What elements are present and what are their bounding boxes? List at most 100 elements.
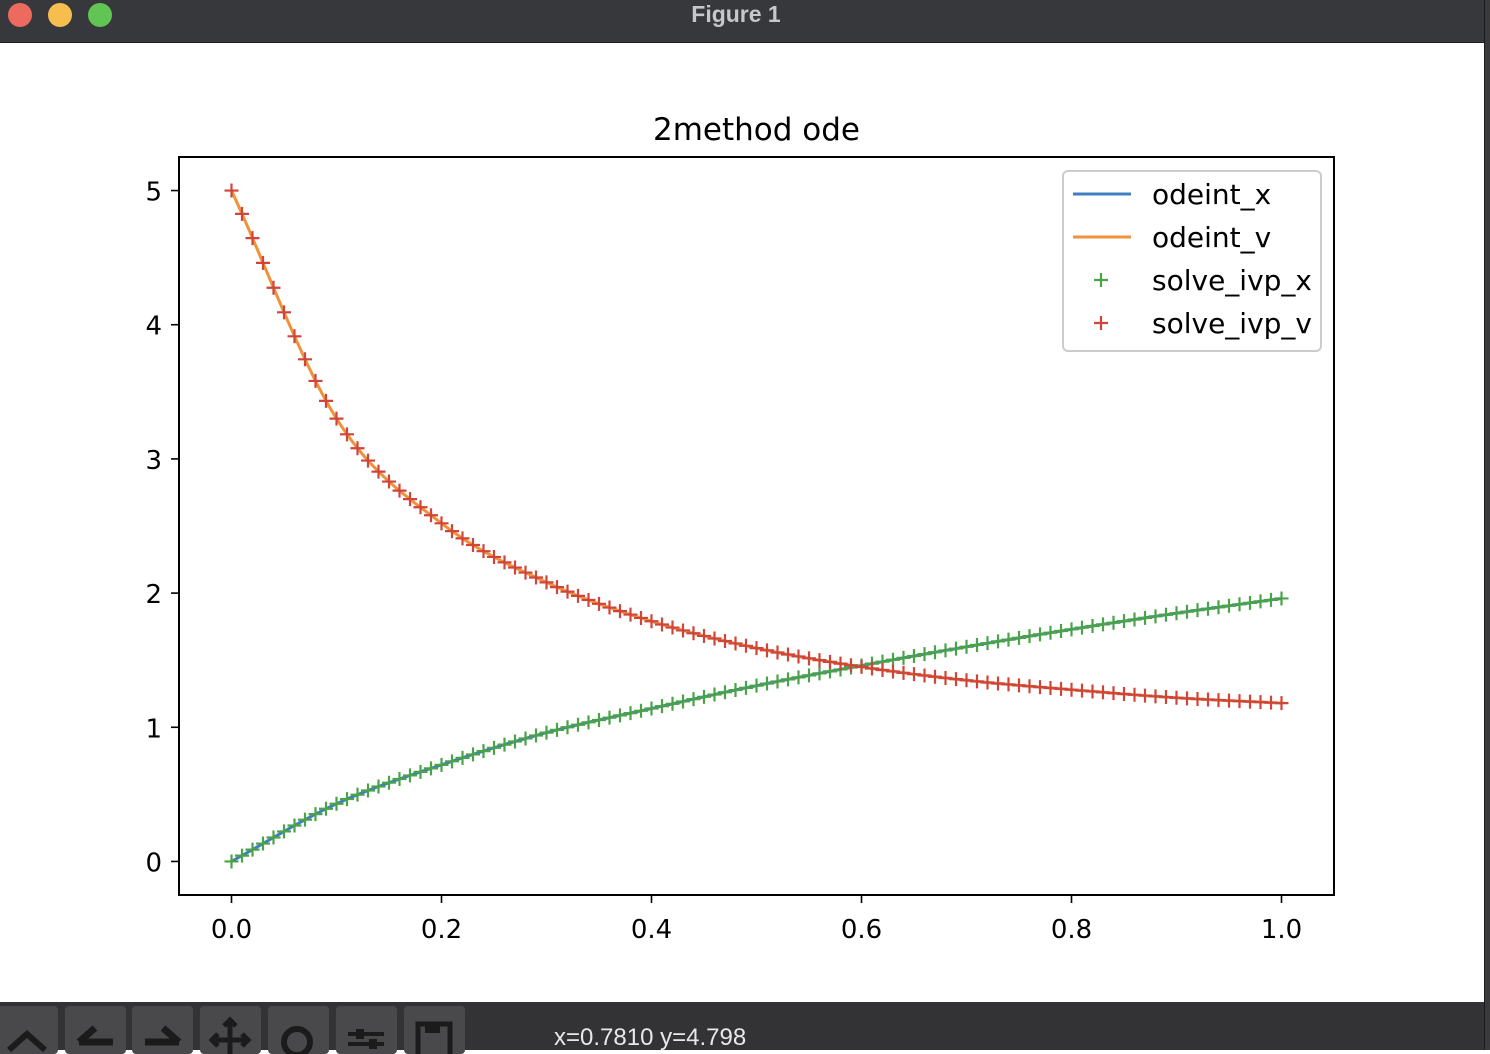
marker-point (445, 524, 459, 539)
marker-point (1085, 618, 1100, 633)
marker-point (350, 441, 365, 456)
marker-point (1064, 622, 1079, 637)
marker-point (1043, 625, 1058, 640)
marker-point (487, 740, 501, 755)
marker-point (245, 842, 260, 857)
marker-point (256, 255, 270, 270)
cursor-coordinates-status: x=0.7810 y=4.798 (554, 1024, 747, 1051)
marker-point (329, 796, 344, 811)
marker-point (1274, 696, 1289, 711)
marker-point (1148, 609, 1163, 624)
marker-point (1201, 601, 1215, 616)
legend-label: solve_ivp_x (1152, 264, 1312, 297)
marker-point (497, 555, 512, 570)
marker-point (844, 658, 858, 673)
marker-point (938, 643, 953, 658)
legend-marker-solve_ivp_x (1094, 273, 1108, 287)
marker-point (938, 670, 953, 685)
marker-point (571, 588, 585, 603)
marker-point (1022, 629, 1037, 644)
marker-point (665, 620, 680, 635)
y-tick-label: 4 (145, 312, 162, 342)
marker-point (749, 678, 764, 693)
zoom-magnifier-icon (281, 1026, 313, 1054)
y-tick-label: 2 (145, 580, 162, 610)
legend-box (1062, 170, 1322, 352)
marker-point (287, 818, 302, 833)
navigation-toolbar (0, 1002, 1484, 1054)
series-markers-solve_ivp_v (224, 183, 1289, 711)
marker-point (476, 544, 491, 559)
marker-point (634, 703, 648, 718)
close-window-button[interactable] (8, 3, 32, 27)
marker-point (403, 768, 417, 783)
marker-point (917, 647, 932, 662)
marker-point (854, 659, 869, 674)
zoom-button[interactable] (268, 1006, 329, 1054)
forward-button[interactable] (132, 1006, 193, 1054)
marker-point (424, 761, 438, 776)
marker-point (266, 280, 281, 295)
marker-point (245, 231, 260, 246)
marker-point (476, 744, 491, 759)
pan-button[interactable] (200, 1006, 261, 1054)
marker-point (718, 685, 732, 700)
marker-point (980, 636, 995, 651)
marker-point (634, 610, 648, 625)
marker-point (392, 483, 407, 498)
save-floppy-icon (415, 1021, 453, 1054)
marker-point (781, 647, 795, 662)
x-tick-label: 0.6 (841, 915, 882, 945)
marker-point (1159, 607, 1173, 622)
marker-point (581, 592, 596, 607)
minimize-window-button[interactable] (48, 3, 72, 27)
back-button[interactable] (65, 1006, 126, 1054)
legend-label: odeint_x (1152, 178, 1271, 211)
marker-point (676, 623, 690, 638)
marker-point (424, 508, 438, 523)
marker-point (1180, 604, 1194, 619)
plot-area: 2method ode 0.0 0.2 0.4 0.6 0.8 1.0 0 1 2 3 4 5 odein… (145, 112, 1335, 945)
marker-point (361, 453, 375, 468)
marker-point (308, 373, 323, 388)
legend: odeint_x odeint_v solve_ivp_x solve_ivp_v (1062, 170, 1322, 352)
marker-point (707, 687, 722, 702)
configure-subplots-button[interactable] (336, 1006, 397, 1054)
marker-point (466, 538, 480, 553)
legend-marker-solve_ivp_v (1094, 316, 1108, 330)
marker-point (413, 764, 428, 779)
marker-point (1190, 603, 1205, 618)
marker-point (1106, 615, 1121, 630)
marker-point (1222, 598, 1236, 613)
save-button[interactable] (404, 1006, 465, 1054)
marker-point (392, 772, 407, 787)
window-edge (1484, 0, 1490, 1050)
marker-point (235, 206, 249, 221)
marker-point (1117, 614, 1131, 629)
marker-point (445, 754, 459, 769)
marker-point (613, 708, 627, 723)
marker-point (655, 699, 669, 714)
maximize-window-button[interactable] (88, 3, 112, 27)
marker-point (508, 560, 522, 575)
marker-point (676, 694, 690, 709)
home-button[interactable] (0, 1006, 58, 1054)
y-tick-label: 0 (145, 848, 162, 878)
marker-point (592, 596, 606, 611)
marker-point (487, 549, 501, 564)
marker-point (886, 664, 900, 679)
marker-point (277, 824, 291, 839)
marker-point (760, 676, 774, 691)
marker-point (791, 649, 806, 664)
marker-point (802, 651, 816, 666)
marker-point (1054, 624, 1068, 639)
x-tick-label: 0.2 (421, 915, 462, 945)
marker-point (949, 672, 963, 687)
marker-point (350, 787, 365, 802)
marker-point (781, 672, 795, 687)
marker-point (896, 650, 911, 665)
marker-point (550, 580, 564, 595)
marker-point (665, 696, 680, 711)
series-markers-solve_ivp_x (224, 591, 1289, 869)
marker-point (266, 830, 281, 845)
